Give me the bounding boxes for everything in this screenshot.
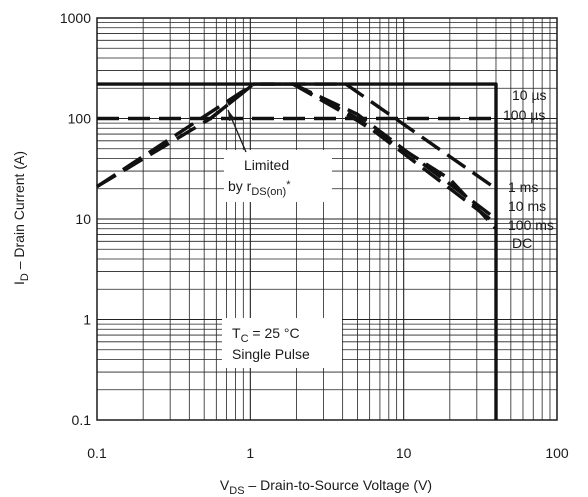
x-tick-label: 10: [396, 445, 412, 461]
x-tick-label: 1: [246, 445, 254, 461]
x-axis-label: VDS – Drain-to-Source Voltage (V): [220, 477, 432, 497]
limited-annotation: Limited by rDS(on)*: [224, 109, 332, 202]
y-tick-label: 1000: [60, 10, 91, 26]
series-line-dc: [292, 82, 498, 230]
y-tick-label: 1: [83, 312, 91, 328]
limited-annotation-line1: Limited: [244, 157, 289, 173]
legend-label-10us: 10 µs: [512, 87, 547, 103]
series-line-10-s: [97, 82, 498, 420]
tc-annotation-line2: Single Pulse: [232, 346, 310, 362]
y-tick-label: 10: [75, 211, 91, 227]
x-tick-label: 100: [545, 445, 569, 461]
tc-annotation-line1: TC = 25 °C: [232, 325, 300, 345]
series-line-limited-by-rds-on-: [96, 82, 255, 189]
tc-annotation: TC = 25 °C Single Pulse: [222, 318, 342, 368]
y-axis-label: ID – Drain Current (A): [11, 151, 31, 285]
limited-annotation-bg: [224, 150, 332, 202]
legend-label-10ms: 10 ms: [508, 198, 546, 214]
legend-label-100us: 100 µs: [503, 107, 545, 123]
x-tick-label: 0.1: [87, 445, 107, 461]
y-tick-label: 0.1: [72, 412, 92, 428]
series-line-100-ms: [292, 82, 498, 225]
limited-annotation-arrowhead: [228, 110, 235, 121]
tc-annotation-bg: [222, 318, 342, 368]
legend-label-100ms: 100 ms: [508, 217, 554, 233]
limited-annotation-line2: by rDS(on)*: [228, 178, 291, 198]
tick-labels: 0.1 1 10 100 0.1 1 10 100 1000: [60, 10, 569, 461]
legend-label-dc: DC: [512, 235, 532, 251]
plot-frame: [96, 17, 558, 421]
series-group: [96, 82, 498, 420]
series-line-1-ms: [96, 82, 497, 191]
legend: 10 µs 100 µs 1 ms 10 ms 100 ms DC: [503, 87, 554, 251]
y-tick-label: 100: [68, 111, 92, 127]
legend-label-1ms: 1 ms: [508, 179, 538, 195]
